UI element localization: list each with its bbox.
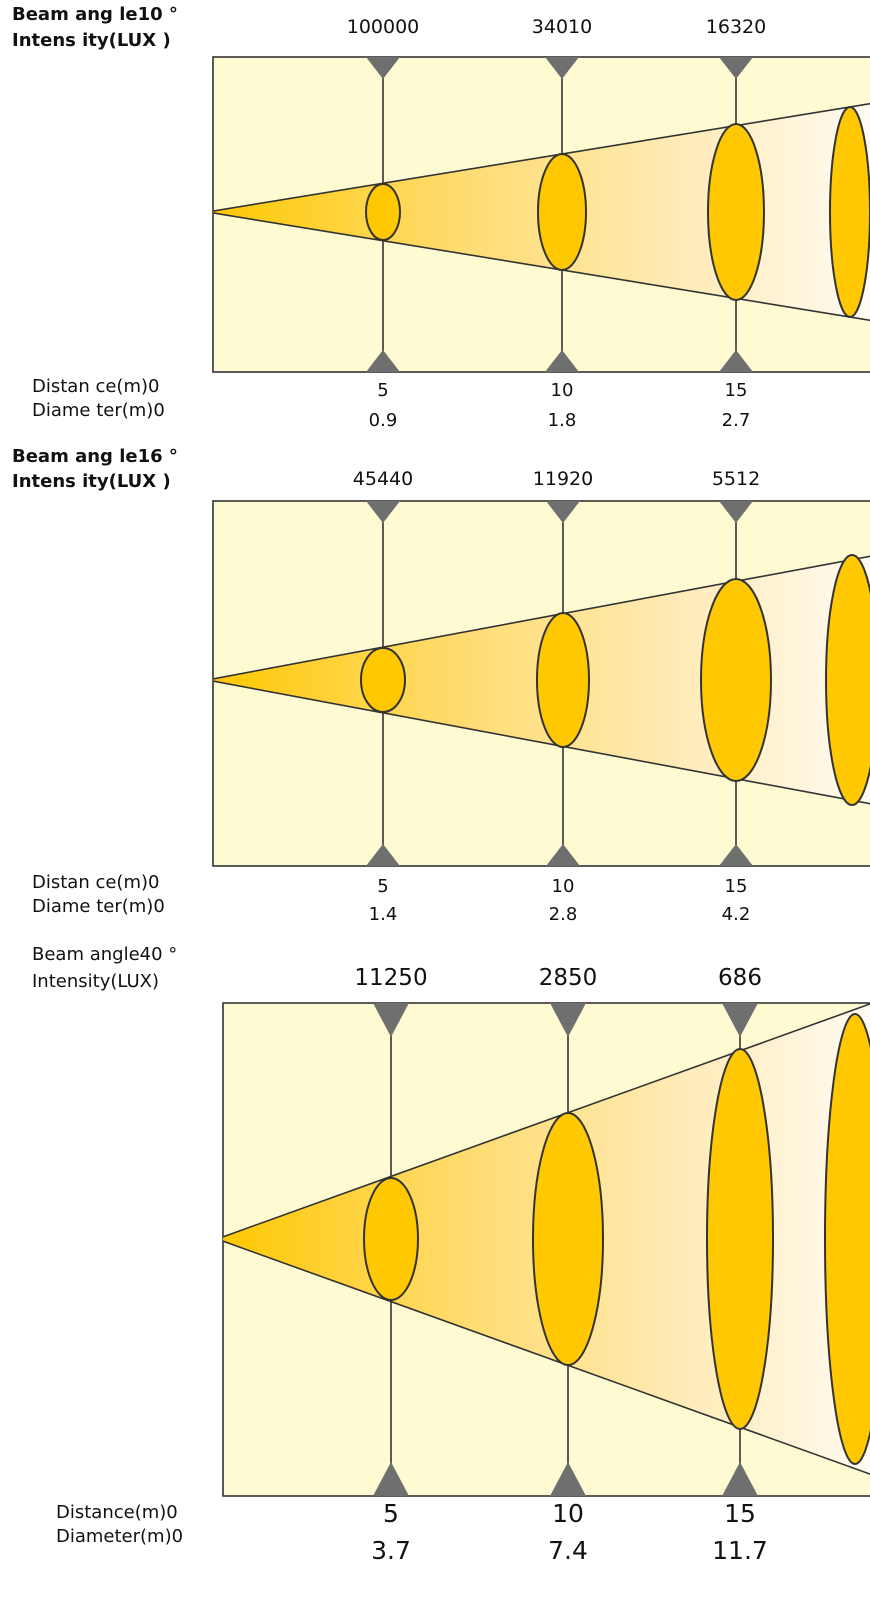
- beam-panel-1: [212, 56, 870, 373]
- bottom-marker-icon: [722, 1462, 758, 1496]
- bottom-marker-icon: [719, 350, 753, 372]
- top-marker-icon: [546, 501, 580, 523]
- intensity-value: 45440: [353, 468, 413, 490]
- distance-label: Distan ce(m)0: [32, 872, 159, 893]
- bottom-marker-icon: [545, 350, 579, 372]
- distance-value: 5: [383, 1499, 399, 1528]
- distance-value: 15: [724, 1499, 756, 1528]
- diameter-value: 2.7: [722, 410, 751, 431]
- beam-panel-2: [212, 500, 870, 867]
- beam-angle-label: Beam ang le16 °: [12, 446, 178, 467]
- bottom-marker-icon: [366, 844, 400, 866]
- top-marker-icon: [366, 57, 400, 79]
- distance-label: Distan ce(m)0: [32, 376, 159, 397]
- diameter-value: 3.7: [371, 1536, 411, 1565]
- distance-value: 15: [725, 876, 748, 897]
- intensity-value: 100000: [347, 16, 420, 38]
- distance-value: 10: [552, 1499, 584, 1528]
- top-marker-icon: [550, 1003, 586, 1037]
- top-marker-icon: [722, 1003, 758, 1037]
- beam-spot: [363, 1177, 419, 1301]
- diameter-value: 2.8: [549, 904, 578, 925]
- beam-spot: [706, 1048, 774, 1430]
- intensity-label: Intens ity(LUX ): [12, 471, 171, 492]
- intensity-label: Intensity(LUX): [32, 971, 159, 992]
- top-marker-icon: [719, 57, 753, 79]
- beam-spot: [707, 123, 765, 301]
- intensity-value: 5512: [712, 468, 760, 490]
- diameter-value: 1.4: [369, 904, 398, 925]
- top-marker-icon: [545, 57, 579, 79]
- beam-spot-far: [825, 554, 870, 806]
- intensity-label: Intens ity(LUX ): [12, 30, 171, 51]
- distance-value: 5: [377, 876, 388, 897]
- beam-spot: [365, 183, 401, 241]
- bottom-marker-icon: [366, 350, 400, 372]
- distance-value: 10: [552, 876, 575, 897]
- diameter-label: Diameter(m)0: [56, 1526, 183, 1547]
- intensity-value: 11250: [354, 965, 427, 991]
- bottom-marker-icon: [373, 1462, 409, 1496]
- top-marker-icon: [366, 501, 400, 523]
- beam-angle-label: Beam angle40 °: [32, 944, 177, 965]
- diameter-value: 0.9: [369, 410, 398, 431]
- intensity-value: 16320: [706, 16, 766, 38]
- intensity-value: 11920: [533, 468, 593, 490]
- beam-spot: [700, 578, 772, 782]
- intensity-value: 34010: [532, 16, 592, 38]
- top-marker-icon: [719, 501, 753, 523]
- diameter-value: 11.7: [712, 1536, 768, 1565]
- top-marker-icon: [373, 1003, 409, 1037]
- distance-value: 5: [377, 380, 388, 401]
- beam-spot: [360, 647, 406, 713]
- beam-panel-3: [222, 1002, 870, 1497]
- diameter-label: Diame ter(m)0: [32, 400, 165, 421]
- bottom-marker-icon: [719, 844, 753, 866]
- beam-spot-far: [824, 1013, 870, 1465]
- beam-spot-far: [829, 106, 870, 318]
- diameter-value: 4.2: [722, 904, 751, 925]
- intensity-value: 686: [718, 965, 762, 991]
- intensity-value: 2850: [539, 965, 598, 991]
- diameter-value: 1.8: [548, 410, 577, 431]
- beam-angle-label: Beam ang le10 °: [12, 4, 178, 25]
- distance-value: 15: [725, 380, 748, 401]
- distance-value: 10: [551, 380, 574, 401]
- bottom-marker-icon: [546, 844, 580, 866]
- bottom-marker-icon: [550, 1462, 586, 1496]
- beam-spot: [537, 153, 587, 271]
- diameter-value: 7.4: [548, 1536, 588, 1565]
- beam-spot: [532, 1112, 604, 1366]
- beam-spot: [536, 612, 590, 748]
- distance-label: Distance(m)0: [56, 1502, 178, 1523]
- diameter-label: Diame ter(m)0: [32, 896, 165, 917]
